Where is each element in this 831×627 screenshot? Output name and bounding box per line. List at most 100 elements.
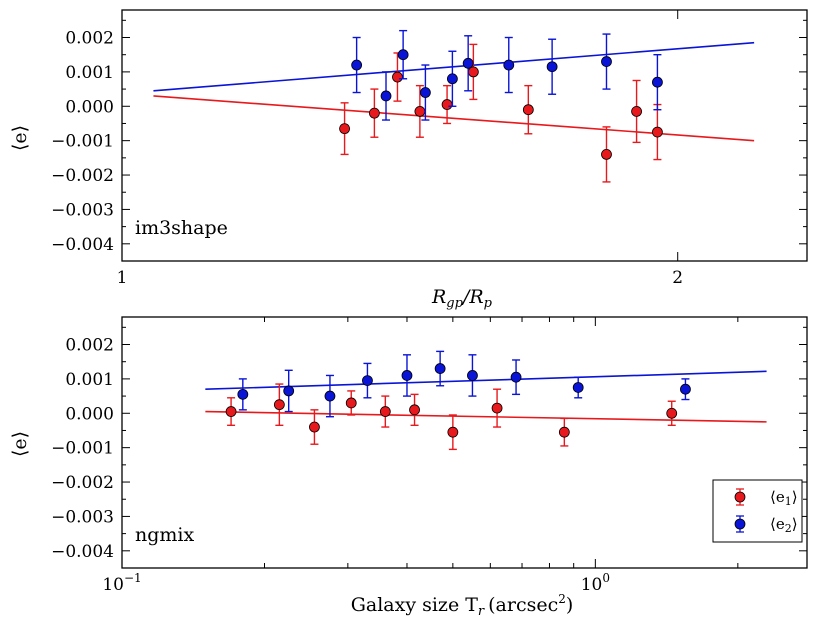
e2-marker	[283, 385, 295, 397]
e2-point	[397, 29, 409, 80]
e2-point	[362, 362, 373, 399]
legend-e2-label-open: ⟨e	[770, 515, 785, 533]
y-axis-label: ⟨e⟩	[9, 431, 31, 457]
e1-point	[652, 103, 663, 161]
y-tick-label: −0.003	[51, 200, 114, 220]
x-tick-label-base: 10	[581, 575, 603, 595]
legend: ⟨e1⟩ ⟨e2⟩	[712, 479, 803, 543]
legend-e1-label-close: ⟩	[792, 488, 798, 506]
legend-e2-label-sub: 2	[785, 522, 792, 535]
e2-point	[380, 71, 392, 121]
e1-point	[522, 84, 534, 135]
e2-marker	[324, 390, 336, 402]
e2-point	[324, 374, 336, 418]
x-axis-label-sub: r	[478, 604, 485, 619]
e1-point	[225, 397, 237, 427]
plot-frame	[121, 9, 808, 262]
x-axis-label-main: R	[431, 286, 446, 308]
e2-point	[572, 376, 584, 399]
e2-point	[283, 369, 295, 413]
e1-marker	[225, 406, 237, 417]
x-axis-label: Galaxy size Tr (arcsec2)	[351, 592, 574, 619]
x-axis-label-mid: /R	[461, 286, 484, 308]
x-axis-label-main: Galaxy size T	[351, 594, 479, 616]
e2-marker	[601, 56, 612, 67]
e1-marker	[345, 397, 357, 409]
y-tick-label: −0.001	[51, 439, 114, 459]
legend-e2-marker	[734, 518, 746, 530]
panel-ngmix: −0.004 −0.003 −0.002 −0.001 0.000 0.001 0.002 1…	[9, 316, 808, 619]
e2-point	[467, 354, 478, 397]
e1-marker	[601, 149, 612, 160]
y-tick-label: −0.003	[51, 507, 114, 527]
legend-entry-e1: ⟨e1⟩	[734, 488, 798, 508]
x-axis-label-unit: (arcsec	[488, 594, 558, 616]
x-axis-label-close: )	[566, 594, 573, 616]
e1-marker	[491, 402, 503, 414]
e1-marker	[447, 426, 459, 438]
x-axis-label: Rgp/Rp	[431, 286, 493, 311]
e2-point	[652, 53, 663, 111]
plot-frame	[121, 316, 808, 569]
e2-marker	[397, 49, 409, 61]
x-tick-label: 10−1	[102, 571, 141, 595]
y-tick-label: 0.001	[65, 370, 114, 390]
y-tick-label: −0.002	[51, 473, 114, 493]
e1-point	[601, 126, 612, 183]
legend-e1-label-sub: 1	[785, 495, 792, 508]
e1-marker	[273, 399, 285, 411]
y-tick-label: 0.000	[65, 97, 114, 117]
e1-point	[666, 400, 678, 427]
e1-marker	[379, 406, 391, 417]
panel-im3shape: −0.004 −0.003 −0.002 −0.001 0.000 0.001 0.002 1…	[9, 9, 808, 311]
e1-point	[447, 414, 459, 451]
e1-marker	[414, 106, 426, 117]
y-tick-label: 0.002	[65, 336, 114, 356]
e1-fit-line	[153, 95, 755, 142]
x-tick-label-base: 10	[102, 575, 124, 595]
e2-marker	[510, 371, 522, 383]
e2-marker	[462, 57, 474, 69]
e2-point	[401, 354, 413, 397]
e2-point	[601, 33, 612, 90]
e2-marker	[680, 383, 691, 395]
x-axis-label-sub1: gp	[446, 296, 463, 311]
legend-e1-marker	[734, 491, 746, 503]
y-tick-label: −0.002	[51, 166, 114, 186]
e2-marker	[467, 370, 478, 381]
e2-point	[419, 64, 431, 121]
y-axis-label: ⟨e⟩	[9, 125, 31, 151]
e1-point	[368, 88, 380, 138]
e2-marker	[652, 76, 663, 88]
e1-point	[491, 388, 503, 428]
e1_tail-marker	[631, 106, 642, 117]
panel-label: im3shape	[135, 217, 228, 239]
e1-point	[392, 52, 403, 102]
e1-point	[558, 417, 570, 447]
x-tick-label: 1	[117, 268, 128, 288]
legend-e2-label-close: ⟩	[792, 515, 798, 533]
e1-point	[339, 102, 350, 156]
e2-marker	[401, 370, 413, 381]
legend-e1-label: ⟨e1⟩	[770, 488, 798, 508]
x-tick-label: 100	[581, 571, 610, 595]
panel-label: ngmix	[135, 524, 194, 546]
x-tick-label: 2	[672, 268, 683, 288]
x-axis-label-sub2: p	[484, 296, 493, 311]
e1-point	[273, 383, 285, 427]
x-tick-label-exp: 0	[602, 571, 610, 585]
e2-fit-line	[205, 370, 767, 391]
e1-point	[345, 390, 357, 416]
e2-point	[237, 378, 249, 411]
e1-marker	[558, 426, 570, 438]
e2-point	[434, 350, 446, 387]
e2-point	[510, 359, 522, 396]
e1-point	[441, 84, 453, 125]
y-tick-label: −0.004	[51, 235, 114, 255]
e2-marker	[237, 388, 249, 400]
e2-marker	[419, 87, 431, 98]
y-tick-label: 0.001	[65, 63, 114, 83]
e2-fit-line	[153, 41, 755, 92]
y-tick-label: 0.000	[65, 404, 114, 424]
